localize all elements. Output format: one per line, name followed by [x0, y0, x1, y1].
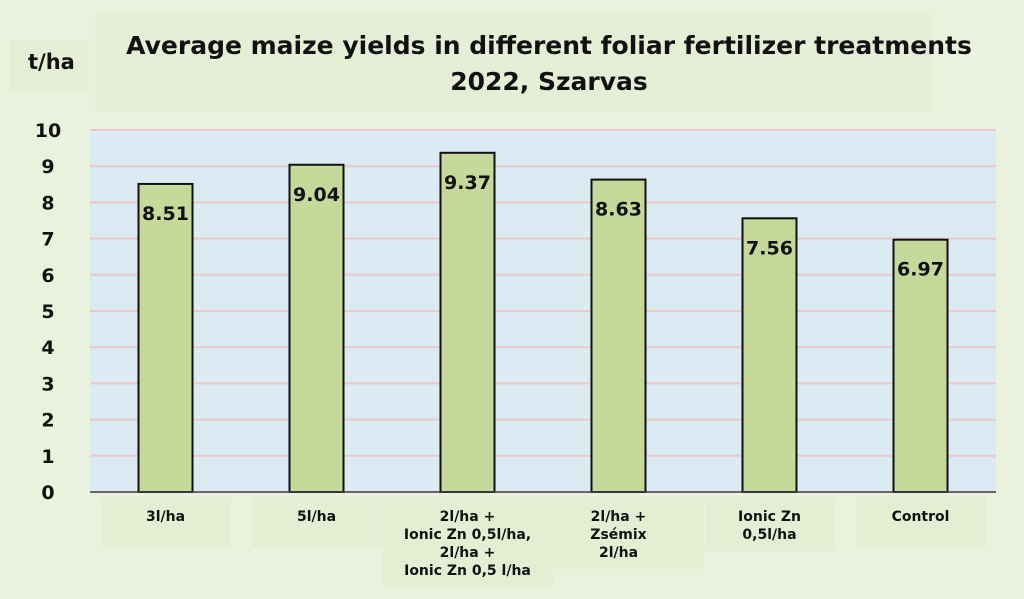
y-axis-label: t/ha — [28, 50, 75, 74]
data-label: 9.04 — [293, 184, 340, 206]
y-tick-label: 7 — [41, 229, 54, 251]
y-tick-label: 10 — [35, 120, 61, 142]
bar — [439, 151, 496, 493]
y-tick-label: 2 — [41, 410, 54, 432]
y-tick-label: 9 — [41, 156, 54, 178]
category-label-background — [533, 497, 704, 569]
title-background — [95, 14, 933, 112]
y-tick-label: 3 — [41, 373, 54, 395]
category-label-background — [855, 497, 986, 547]
bar — [892, 238, 949, 493]
category-label: 2l/ha + Zsémix 2l/ha — [590, 509, 647, 561]
data-label: 8.51 — [142, 203, 189, 225]
category-label-background — [100, 497, 231, 547]
y-tick-label: 0 — [41, 482, 54, 504]
category-label-background — [704, 497, 835, 551]
data-label: 7.56 — [746, 237, 793, 259]
bar — [590, 178, 647, 493]
bar — [137, 182, 194, 494]
chart-title-line-2: 2022, Szarvas — [450, 67, 648, 96]
bar — [288, 163, 345, 493]
y-tick-label: 4 — [41, 337, 54, 359]
y-tick-label: 8 — [41, 192, 54, 214]
category-label: Control — [891, 509, 950, 525]
data-label: 9.37 — [444, 172, 491, 194]
category-label-background — [382, 497, 553, 587]
y-tick-label: 1 — [41, 446, 54, 468]
category-label: 5l/ha — [296, 509, 337, 525]
chart-title: Average maize yields in different foliar… — [95, 28, 1003, 100]
bar — [741, 217, 798, 493]
data-label: 8.63 — [595, 199, 642, 221]
y-tick-label: 6 — [41, 265, 54, 287]
data-label: 6.97 — [897, 259, 944, 281]
category-label: 2l/ha + Ionic Zn 0,5l/ha, 2l/ha + Ionic … — [403, 509, 532, 579]
chart-title-line-1: Average maize yields in different foliar… — [126, 31, 972, 60]
y-tick-label: 5 — [41, 301, 54, 323]
category-label-background — [251, 497, 382, 547]
category-label: 3l/ha — [145, 509, 186, 525]
y-axis-label-background — [10, 40, 88, 92]
category-label: Ionic Zn 0,5l/ha — [738, 509, 801, 543]
